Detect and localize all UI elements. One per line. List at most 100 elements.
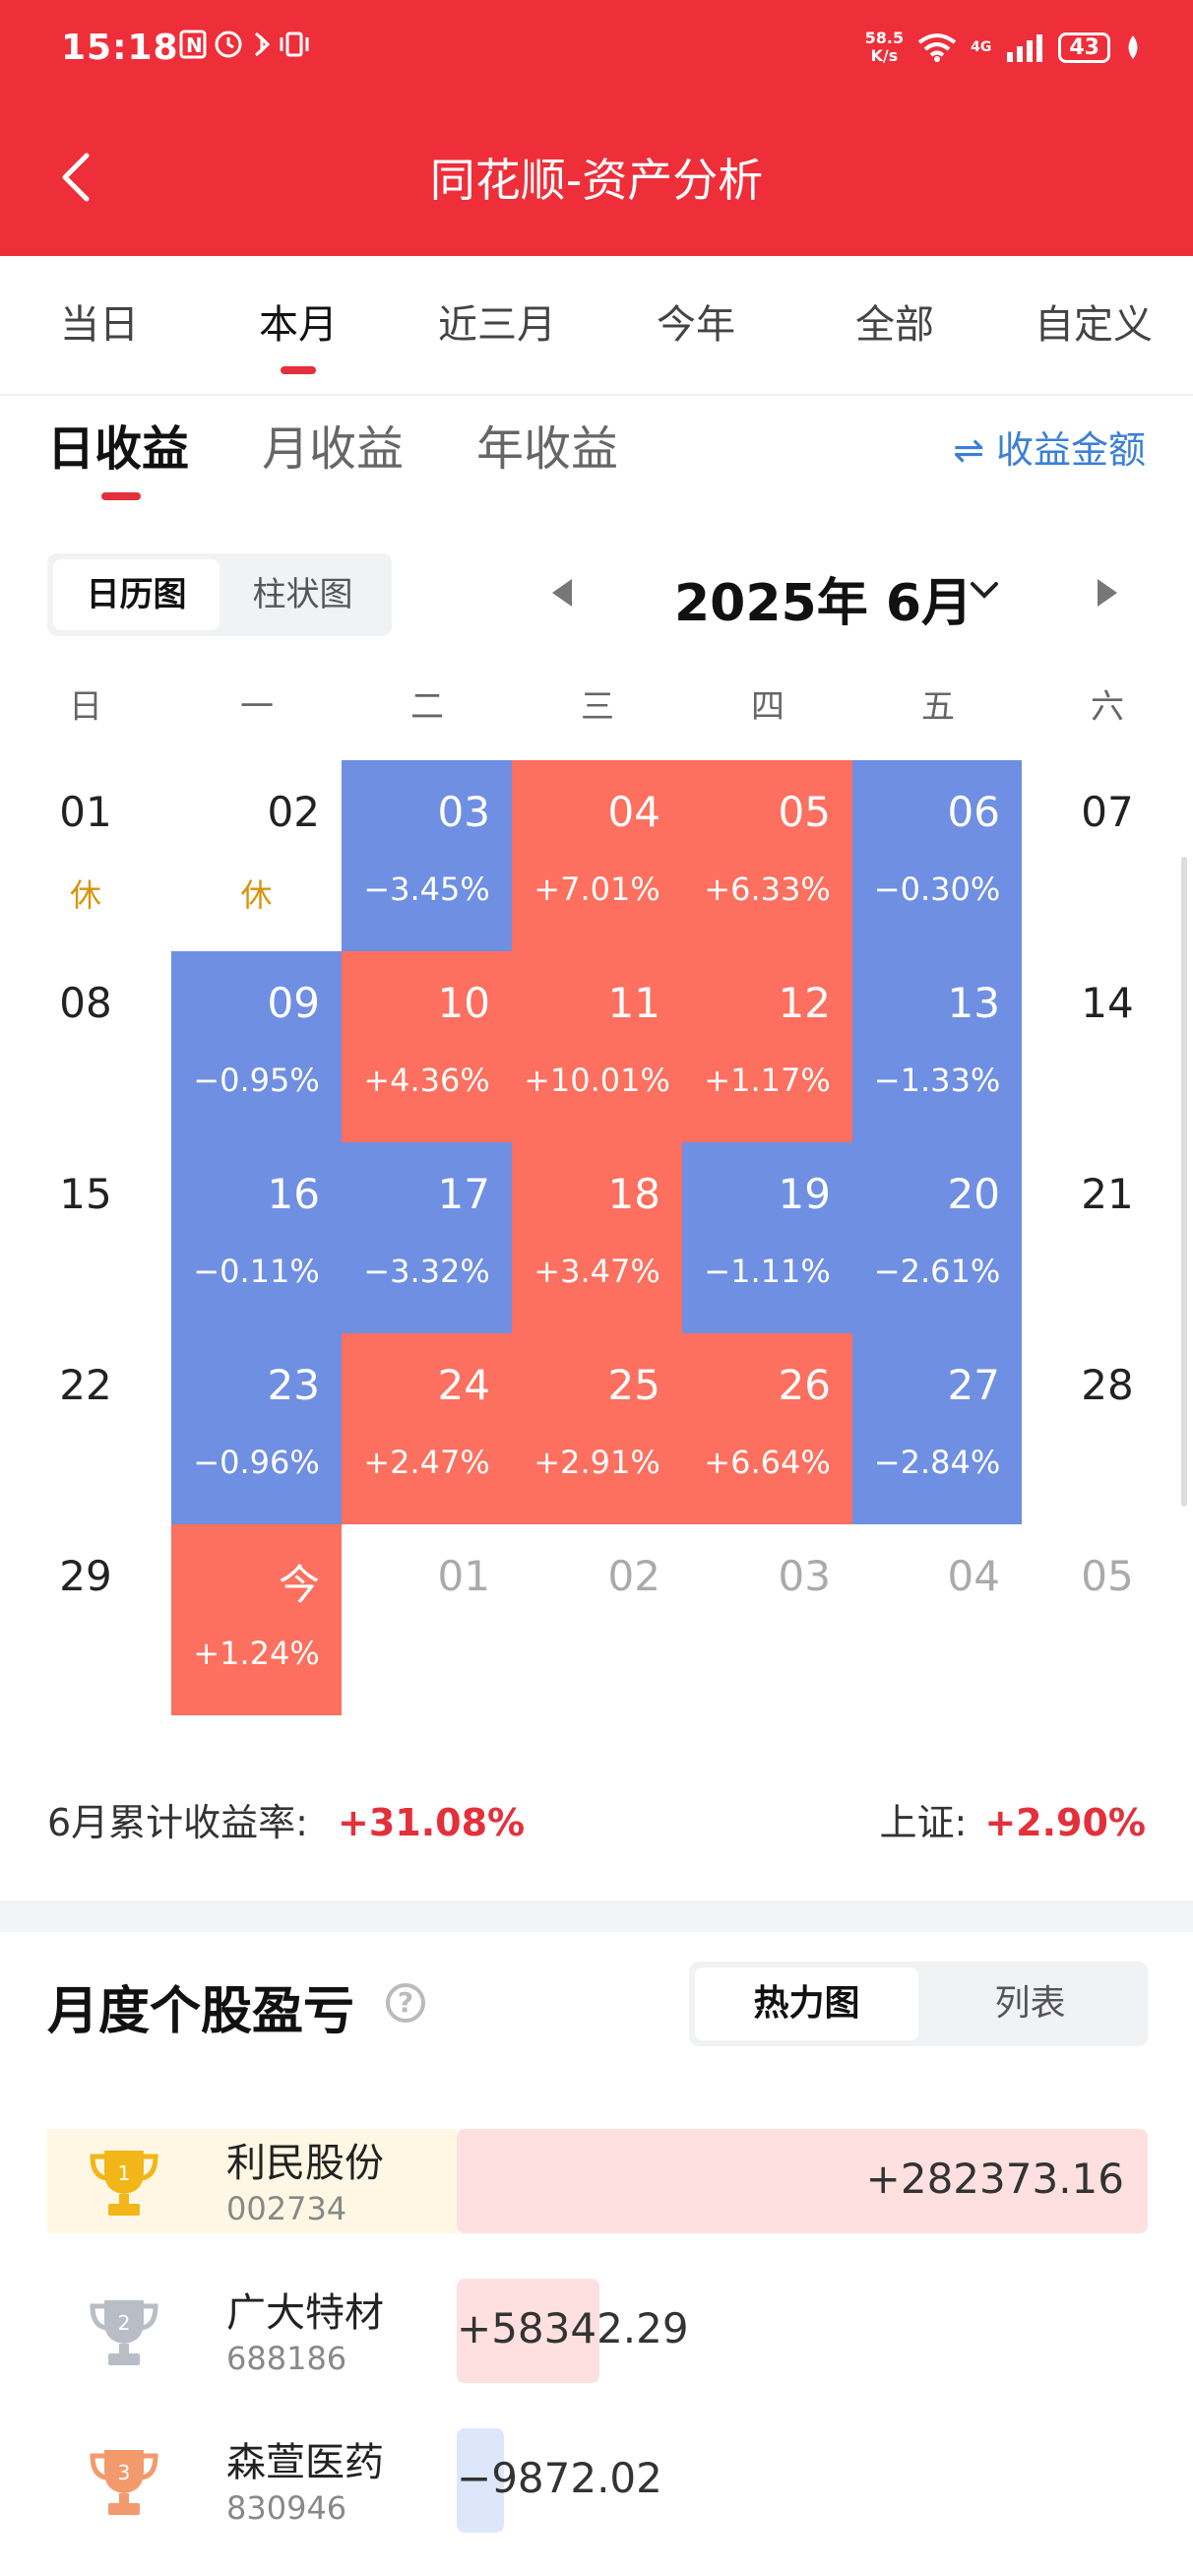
stock-code: 002734 [226, 2190, 347, 2227]
calendar-day[interactable]: 26 +6.64% [682, 1333, 852, 1524]
calendar-day[interactable]: 25 +2.91% [512, 1333, 682, 1524]
tab-custom[interactable]: 自定义 [1035, 302, 1153, 348]
calendar-day[interactable]: 02 休 [171, 760, 342, 951]
calendar-day[interactable]: 04 [852, 1524, 1022, 1715]
calendar-day[interactable]: 03 [682, 1524, 852, 1715]
day-number: 01 [59, 788, 112, 836]
calendar-day[interactable]: 11 +10.01% [512, 951, 682, 1142]
calendar-view-button[interactable]: 日历图 [53, 559, 220, 630]
stock-code: 688186 [226, 2340, 347, 2377]
stock-row[interactable]: 1 利民股份 002734 +282373.16 [47, 2129, 1148, 2233]
calendar-day[interactable]: 20 −2.61% [852, 1142, 1022, 1333]
stock-row[interactable]: 2 广大特材 688186 +58342.29 [47, 2279, 1148, 2383]
calendar-day[interactable]: 21 [1022, 1142, 1193, 1333]
bar-chart-view-button[interactable]: 柱状图 [252, 575, 353, 614]
stock-row[interactable]: 3 森萱医药 830946 −9872.02 [47, 2428, 1148, 2533]
pnl-bar [457, 2428, 504, 2533]
calendar-day[interactable]: 10 +4.36% [342, 951, 512, 1142]
tab-all[interactable]: 全部 [855, 302, 934, 348]
calendar-day[interactable]: 07 [1022, 760, 1193, 951]
day-number: 01 [437, 1552, 490, 1600]
holiday-label: 休 [69, 876, 101, 914]
calendar-day[interactable]: 22 [0, 1333, 171, 1524]
notification-icons: N [179, 30, 309, 58]
calendar-day[interactable]: 29 [0, 1524, 171, 1715]
daily-return: −0.11% [193, 1253, 320, 1290]
day-number: 23 [267, 1361, 320, 1409]
day-number: 06 [947, 788, 1000, 836]
tab-today[interactable]: 当日 [60, 302, 139, 348]
toggle-amount-button[interactable]: ⇌ 收益金额 [953, 428, 1146, 472]
help-icon[interactable]: ? [386, 1983, 425, 2023]
day-number: 07 [1081, 788, 1134, 836]
wifi-icon [917, 33, 957, 62]
subtab-daily-return[interactable]: 日收益 [47, 410, 189, 500]
calendar-day[interactable]: 01 休 [0, 760, 171, 951]
index-label: 上证: [879, 1801, 968, 1844]
calendar-day[interactable]: 01 [342, 1524, 512, 1715]
calendar-day[interactable]: 04 +7.01% [512, 760, 682, 951]
day-number: 18 [607, 1170, 660, 1218]
calendar-day[interactable]: 09 −0.95% [171, 951, 342, 1142]
scrollbar[interactable] [1181, 857, 1187, 1507]
calendar-day[interactable]: 23 −0.96% [171, 1333, 342, 1524]
day-number: 20 [947, 1170, 1000, 1218]
tab-this-year[interactable]: 今年 [657, 302, 735, 348]
chevron-down-icon[interactable] [970, 575, 999, 605]
weekday-fri: 五 [921, 687, 955, 727]
pnl-bar [457, 2279, 599, 2383]
day-number: 05 [778, 788, 831, 836]
calendar-day[interactable]: 12 +1.17% [682, 951, 852, 1142]
calendar-day[interactable]: 08 [0, 951, 171, 1142]
calendar-day[interactable]: 27 −2.84% [852, 1333, 1022, 1524]
daily-return: +6.64% [704, 1444, 831, 1481]
stock-name: 广大特材 [226, 2290, 384, 2336]
day-number: 今 [278, 1561, 320, 1609]
stock-view-toggle: 热力图 列表 [689, 1962, 1148, 2046]
weekday-thu: 四 [751, 687, 785, 727]
calendar-day[interactable]: 03 −3.45% [342, 760, 512, 951]
month-label[interactable]: 2025年 6月 [674, 574, 973, 633]
day-number: 17 [437, 1170, 490, 1218]
section-divider [0, 1900, 1193, 1932]
tab-three-months[interactable]: 近三月 [438, 302, 556, 348]
day-number: 15 [59, 1170, 112, 1218]
daily-return: −0.95% [193, 1062, 320, 1099]
period-tabs: 当日 本月 近三月 今年 全部 自定义 [0, 256, 1193, 396]
stock-code: 830946 [226, 2489, 347, 2527]
list-view-button[interactable]: 列表 [994, 1983, 1066, 2024]
heatmap-view-button[interactable]: 热力图 [695, 1967, 918, 2040]
calendar-day[interactable]: 13 −1.33% [852, 951, 1022, 1142]
calendar-day[interactable]: 06 −0.30% [852, 760, 1022, 951]
day-number: 04 [947, 1552, 1000, 1600]
prev-month-arrow-icon[interactable] [552, 579, 572, 607]
calendar-day[interactable]: 15 [0, 1142, 171, 1333]
back-arrow-icon[interactable] [51, 150, 106, 205]
subtab-monthly-return[interactable]: 月收益 [262, 421, 405, 477]
daily-return: +10.01% [524, 1062, 670, 1099]
weekday-sun: 日 [69, 687, 102, 727]
tab-this-month[interactable]: 本月 [199, 256, 398, 394]
day-number: 22 [59, 1361, 112, 1409]
day-number: 08 [59, 979, 112, 1027]
trophy-icon: 2 [90, 2300, 158, 2365]
calendar-day[interactable]: 28 [1022, 1333, 1193, 1524]
calendar-day[interactable]: 05 +6.33% [682, 760, 852, 951]
calendar-day[interactable]: 02 [512, 1524, 682, 1715]
weekday-sat: 六 [1091, 687, 1124, 727]
calendar-day[interactable]: 24 +2.47% [342, 1333, 512, 1524]
next-month-arrow-icon[interactable] [1098, 579, 1117, 607]
daily-return: −0.30% [873, 870, 1001, 908]
day-number: 13 [947, 979, 1000, 1027]
svg-text:3: 3 [118, 2461, 131, 2484]
weekday-tue: 二 [410, 687, 444, 727]
calendar-day[interactable]: 17 −3.32% [342, 1142, 512, 1333]
day-number: 04 [607, 788, 660, 836]
calendar-day[interactable]: 16 −0.11% [171, 1142, 342, 1333]
calendar-day[interactable]: 今 +1.24% [171, 1524, 342, 1715]
calendar-day[interactable]: 18 +3.47% [512, 1142, 682, 1333]
calendar-day[interactable]: 05 [1022, 1524, 1193, 1715]
calendar-day[interactable]: 19 −1.11% [682, 1142, 852, 1333]
subtab-yearly-return[interactable]: 年收益 [476, 421, 619, 477]
calendar-day[interactable]: 14 [1022, 951, 1193, 1142]
